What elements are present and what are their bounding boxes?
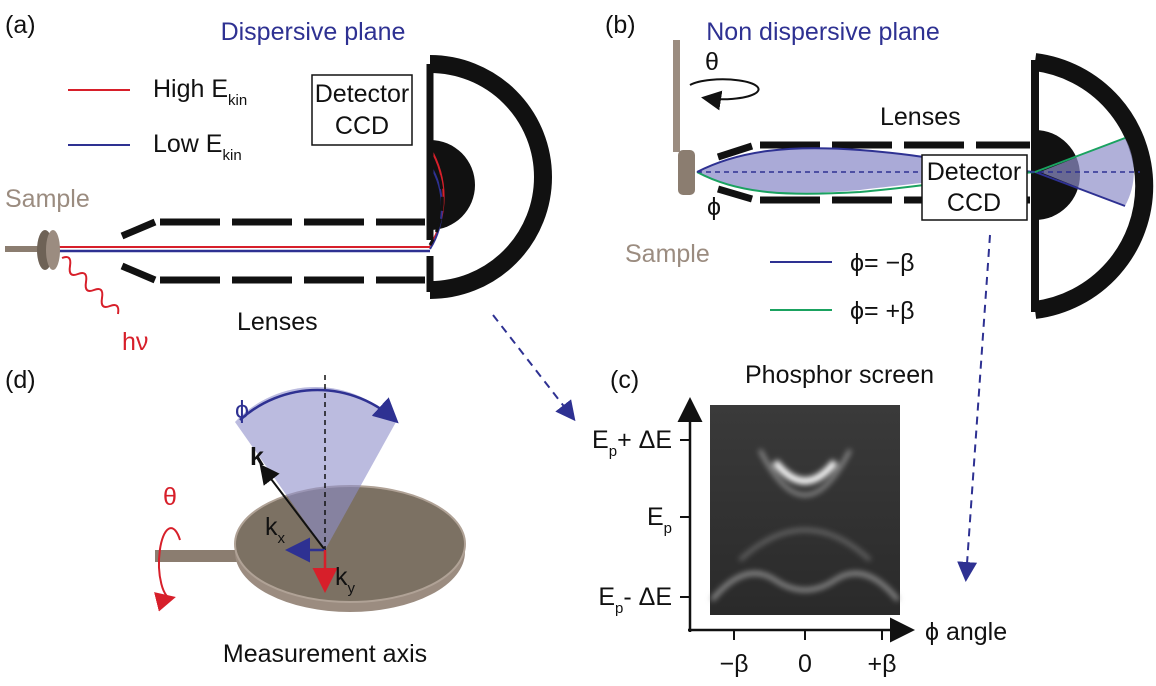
sample-label: Sample <box>625 240 710 268</box>
photon <box>62 257 118 314</box>
hemisphere-inner <box>430 140 475 230</box>
figure: (a) Dispersive plane High Ekin Low Ekin … <box>0 0 1156 686</box>
rotation-label: θ <box>705 48 719 76</box>
sample-rod <box>5 246 40 252</box>
x-tick-label: −β <box>720 650 749 678</box>
sample <box>678 150 695 195</box>
phosphor-image <box>710 405 900 615</box>
angle-label: ϕ <box>235 396 249 424</box>
detector-label: CCD <box>335 112 389 140</box>
legend-label: ϕ= +β <box>850 297 915 325</box>
detector-label: CCD <box>947 189 1001 217</box>
arrow <box>966 235 990 578</box>
y-tick-label: Ep+ ΔE <box>592 426 672 460</box>
legend-label: Low Ekin <box>153 130 242 164</box>
sample <box>46 230 60 270</box>
panel-title: Phosphor screen <box>745 361 934 389</box>
sample-label: Sample <box>5 185 90 213</box>
x-tick-label: +β <box>868 650 897 678</box>
panel-c: (c) Phosphor screen Ep+ ΔE Ep Ep- ΔE −β … <box>592 361 1007 678</box>
panel-label: (a) <box>5 11 36 39</box>
caption: Measurement axis <box>223 640 427 668</box>
photon-label: hν <box>122 328 148 356</box>
angle-label: ϕ <box>707 193 721 221</box>
panel-a: (a) Dispersive plane High Ekin Low Ekin … <box>5 11 573 418</box>
panel-label: (b) <box>605 11 636 39</box>
panel-title: Non dispersive plane <box>706 18 939 46</box>
lenses-label: Lenses <box>880 103 961 131</box>
y-tick-label: Ep- ΔE <box>598 583 672 617</box>
legend-label: High Ekin <box>153 75 247 109</box>
detector-label: Detector <box>315 80 409 108</box>
k-label: k <box>250 443 264 471</box>
arrow <box>493 315 573 418</box>
detector-label: Detector <box>927 158 1021 186</box>
lenses-label: Lenses <box>237 308 318 336</box>
y-tick-label: Ep <box>647 503 672 537</box>
lens-element <box>122 222 155 236</box>
rotation-arrow <box>690 79 759 99</box>
sample-rod <box>673 40 680 152</box>
lens-element <box>122 266 155 280</box>
panel-label: (c) <box>610 366 639 394</box>
rotation-arrow <box>159 528 180 598</box>
x-tick-label: 0 <box>798 650 812 678</box>
sample-rod <box>155 550 245 562</box>
lens-element <box>718 189 752 199</box>
legend-label: ϕ= −β <box>850 249 915 277</box>
panel-title: Dispersive plane <box>221 18 406 46</box>
panel-label: (d) <box>5 366 36 394</box>
x-axis-label: ϕ angle <box>925 618 1007 646</box>
panel-d: (d) ϕ k kx ky θ Measurement axis <box>5 366 465 668</box>
rotation-label: θ <box>163 483 177 511</box>
